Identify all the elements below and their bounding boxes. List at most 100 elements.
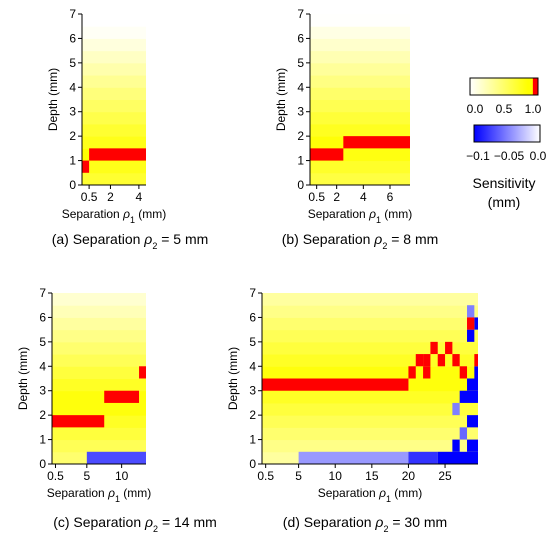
heatmap-band	[262, 427, 478, 441]
heatmap-band	[310, 50, 410, 64]
heatmap-band	[52, 293, 146, 306]
y-tick-label: 6	[39, 310, 46, 324]
y-tick-label: 0	[69, 178, 76, 192]
heatmap-cell-negative	[474, 366, 478, 379]
heatmap-band	[262, 329, 478, 343]
y-tick-label: 3	[69, 105, 76, 119]
y-tick-label: 5	[69, 56, 76, 70]
y-tick-label: 6	[69, 31, 76, 45]
heatmap-band	[262, 305, 478, 318]
heatmap-cell-peak	[343, 136, 410, 149]
x-tick-label: 6	[387, 190, 394, 204]
heatmap-panel-a: 0 1 2 3 4 5 6 7 0.5 2 4 Depth (mm) Separation ρ1 (mm…	[46, 7, 208, 251]
heatmap-band	[52, 366, 146, 379]
y-tick-label: 5	[39, 335, 46, 349]
y-tick-label: 4	[297, 80, 304, 94]
heatmap-band	[52, 378, 146, 392]
heatmap-band	[52, 439, 146, 453]
heatmap-band	[82, 111, 146, 125]
x-tick-label: 10	[329, 469, 343, 483]
heatmap-band	[310, 75, 410, 88]
x-tick-label: 10	[115, 469, 129, 483]
heatmap-band	[52, 354, 146, 367]
x-tick-label: 25	[438, 469, 452, 483]
heatmap-band	[82, 38, 146, 52]
heatmap-band	[310, 14, 410, 27]
colorbar-positive-tick-1: 0.5	[496, 102, 513, 116]
x-tick-label: 20	[402, 469, 416, 483]
x-tick-label: 0.5	[257, 469, 274, 483]
heatmap-band	[82, 123, 146, 137]
heatmap-band	[262, 293, 478, 306]
heatmap-band	[310, 87, 410, 100]
x-tick-label: 15	[365, 469, 379, 483]
heatmap-cell-negative	[86, 451, 146, 464]
heatmap-band	[82, 87, 146, 100]
heatmap-band	[310, 62, 410, 76]
y-tick-label: 7	[249, 286, 256, 300]
colorbar-positive-tick-2: 1.0	[525, 102, 542, 116]
heatmap-cell-peak	[452, 354, 460, 367]
y-tick-label: 2	[69, 129, 76, 143]
y-tick-label: 1	[249, 433, 256, 447]
y-tick-label: 7	[69, 7, 76, 21]
x-axis-label: Separation ρ1 (mm)	[47, 486, 152, 504]
heatmap-band	[310, 172, 410, 186]
heatmap-cell-peak	[474, 354, 478, 367]
heatmap-band	[52, 305, 146, 318]
y-tick-label: 2	[297, 129, 304, 143]
heatmap-cell-negative	[467, 415, 478, 428]
y-tick-label: 0	[249, 457, 256, 471]
heatmap-band	[262, 390, 478, 404]
heatmap-panel-d: 0 1 2 3 4 5 6 7 0.5 5 10 15 20 25 Depth (mm) Separation…	[226, 286, 478, 534]
heatmap-cell-peak	[445, 341, 453, 355]
heatmap-cell-peak	[139, 366, 146, 379]
x-axis-label: Separation ρ1 (mm)	[62, 207, 167, 225]
y-tick-label: 0	[39, 457, 46, 471]
heatmap-band	[262, 341, 478, 355]
panel-caption: (a) Separation ρ2 = 5 mm	[52, 231, 209, 251]
y-tick-label: 5	[297, 56, 304, 70]
heatmap-cell-peak	[104, 390, 140, 403]
heatmap-band	[82, 26, 146, 39]
x-tick-label: 4	[360, 190, 367, 204]
heatmap-band	[262, 354, 478, 367]
colorbar-positive	[469, 77, 539, 96]
y-tick-label: 3	[249, 384, 256, 398]
colorbar-unit: (mm)	[488, 194, 521, 210]
heatmap-cell-peak	[82, 160, 90, 173]
heatmap-band	[82, 136, 146, 149]
heatmap-cell-negative	[459, 427, 468, 440]
heatmap-cell-peak	[423, 354, 431, 367]
y-tick-label: 4	[39, 359, 46, 373]
heatmap-band	[82, 62, 146, 76]
heatmap-cell-negative	[467, 378, 478, 391]
heatmap-cell-peak	[52, 415, 105, 428]
panel-caption: (c) Separation ρ2 = 14 mm	[53, 514, 217, 534]
heatmap-band	[262, 366, 478, 379]
panel-caption: (b) Separation ρ2 = 8 mm	[282, 231, 439, 251]
colorbar: 0.0 0.5 1.0 −0.1 −0.05 0.0 Sensitivity (…	[466, 77, 547, 210]
x-tick-label: 2	[107, 190, 114, 204]
heatmap-cell-negative	[437, 451, 478, 464]
y-tick-label: 7	[39, 286, 46, 300]
heatmap-band	[262, 415, 478, 428]
heatmap-band	[310, 111, 410, 125]
heatmap-cell-peak	[467, 317, 475, 330]
heatmap-band	[310, 38, 410, 52]
heatmap-band	[82, 172, 146, 186]
x-tick-label: 4	[136, 190, 143, 204]
heatmap-band	[262, 402, 478, 416]
heatmap-cell-peak	[437, 354, 446, 367]
y-tick-label: 4	[249, 359, 256, 373]
x-tick-label: 5	[295, 469, 302, 483]
heatmap-cell-peak	[415, 354, 424, 367]
heatmap-cell-negative	[298, 451, 409, 464]
heatmap-cell-peak	[423, 366, 431, 379]
y-tick-label: 1	[39, 433, 46, 447]
y-axis-label: Depth (mm)	[46, 68, 60, 131]
y-tick-label: 3	[39, 384, 46, 398]
heatmap-cell-negative	[452, 439, 460, 452]
heatmap-band	[82, 50, 146, 64]
